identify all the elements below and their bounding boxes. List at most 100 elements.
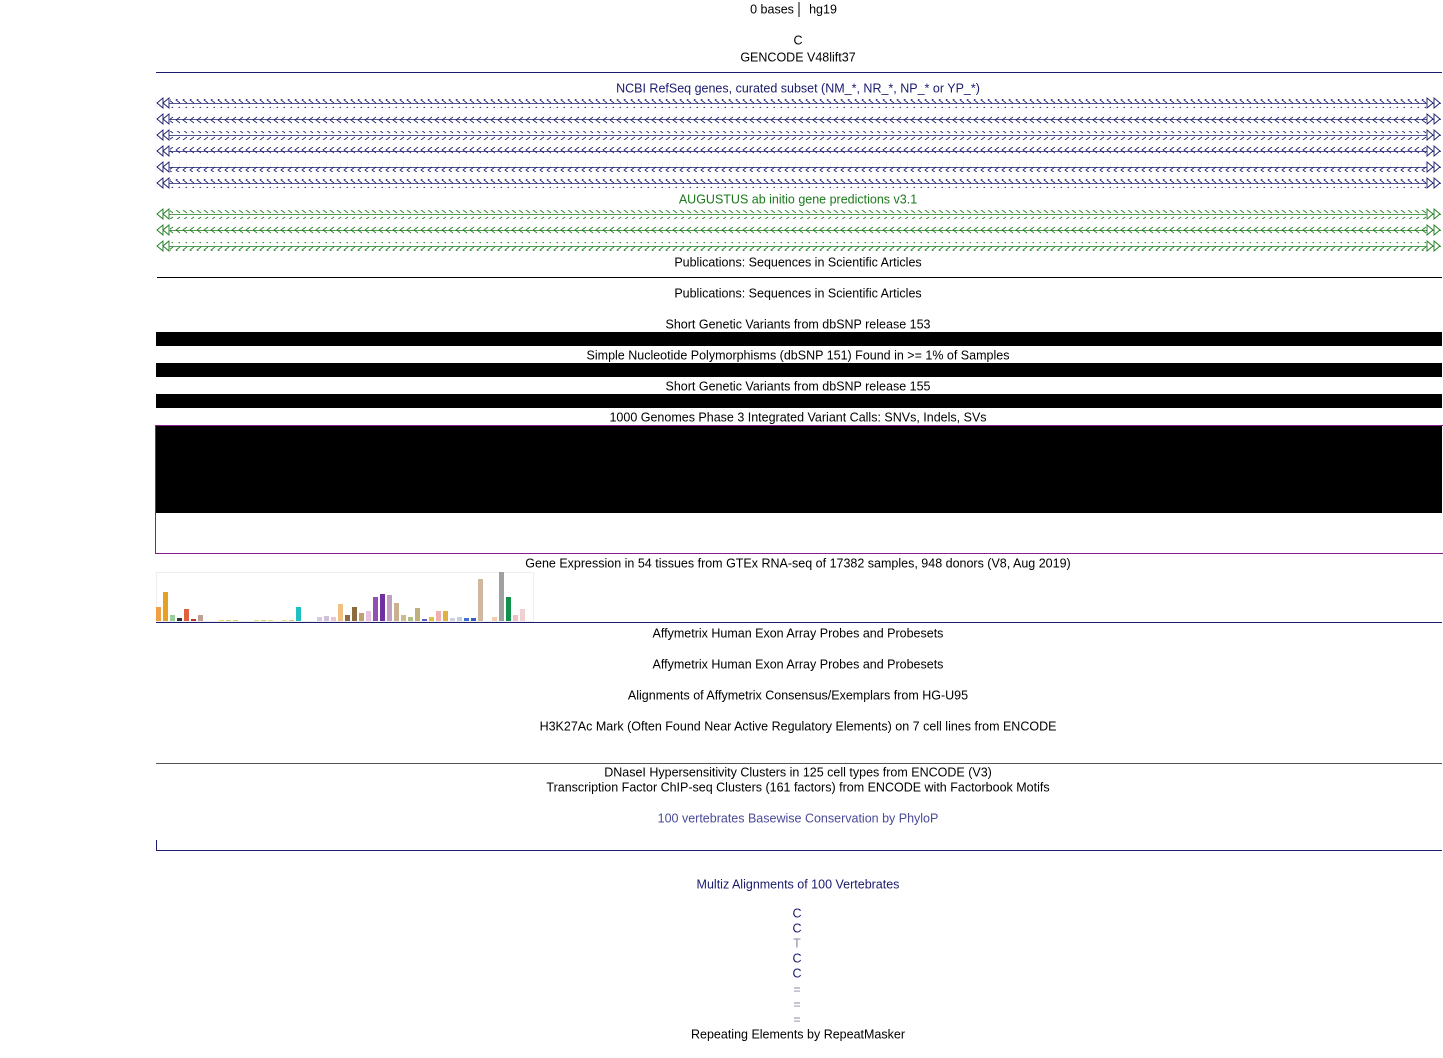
- gtex-bar: [324, 616, 329, 621]
- gene-arrows: [170, 210, 1426, 219]
- track-title: NCBI RefSeq genes, curated subset (NM_*,…: [616, 81, 980, 95]
- gtex-bar: [296, 607, 301, 621]
- track-title: Gene Expression in 54 tissues from GTEx …: [525, 556, 1070, 570]
- gtex-bar: [499, 572, 504, 621]
- track-title: Short Genetic Variants from dbSNP releas…: [666, 379, 931, 393]
- gtex-bar: [513, 615, 518, 621]
- gtex-bar: [373, 597, 378, 621]
- track-title: Alignments of Affymetrix Consensus/Exemp…: [628, 688, 968, 702]
- multiz-base: C: [792, 921, 801, 935]
- gtex-bar: [401, 615, 406, 621]
- gene-arrows: [170, 131, 1426, 140]
- gene-end: [156, 97, 164, 109]
- gene-end: [1433, 145, 1441, 157]
- gene-end: [1426, 161, 1434, 173]
- gtex-bar: [156, 607, 161, 621]
- gene-end: [1433, 208, 1441, 220]
- track-title: Short Genetic Variants from dbSNP releas…: [666, 317, 931, 331]
- gene-end: [1426, 224, 1434, 236]
- gene-arrows: [170, 179, 1426, 188]
- gene-end: [162, 113, 170, 125]
- gene-arrows: [170, 115, 1426, 124]
- gene-end: [162, 240, 170, 252]
- multiz-base: =: [793, 1012, 800, 1026]
- variant-calls: [156, 426, 1442, 513]
- gtex-bar: [443, 611, 448, 621]
- gtex-bar: [226, 620, 231, 621]
- gtex-bar: [422, 619, 427, 621]
- gtex-bar: [345, 615, 350, 621]
- gene-end: [162, 145, 170, 157]
- track-title: H3K27Ac Mark (Often Found Near Active Re…: [540, 719, 1057, 733]
- gene-end: [1433, 97, 1441, 109]
- gtex-bar: [233, 620, 238, 621]
- variant-bar: [156, 394, 1442, 408]
- gene-end: [162, 224, 170, 236]
- gtex-bar: [387, 595, 392, 621]
- gene-end: [156, 224, 164, 236]
- gtex-bar: [380, 594, 385, 621]
- multiz-base: =: [793, 982, 800, 996]
- track-title: AUGUSTUS ab initio gene predictions v3.1: [679, 192, 917, 206]
- multiz-base: C: [792, 951, 801, 965]
- gene-end: [1433, 177, 1441, 189]
- gtex-bar: [177, 618, 182, 621]
- gene-end: [156, 113, 164, 125]
- gene-end: [156, 208, 164, 220]
- gtex-bar: [331, 617, 336, 621]
- gene-end: [1433, 240, 1441, 252]
- track-title: Affymetrix Human Exon Array Probes and P…: [653, 657, 944, 671]
- gtex-bar: [198, 615, 203, 621]
- multiz-base: C: [792, 966, 801, 980]
- gene-end: [156, 161, 164, 173]
- gene-end: [156, 240, 164, 252]
- gene-end: [162, 97, 170, 109]
- gene-end: [162, 177, 170, 189]
- gtex-bar: [289, 620, 294, 621]
- gtex-bar: [415, 608, 420, 621]
- gtex-bars: [156, 572, 525, 621]
- gtex-bar: [394, 603, 399, 621]
- gene-end: [1426, 208, 1434, 220]
- gene-arrows: [170, 163, 1426, 172]
- gtex-bar: [219, 620, 224, 621]
- track-title: Multiz Alignments of 100 Vertebrates: [697, 877, 900, 891]
- track-title: Affymetrix Human Exon Array Probes and P…: [653, 626, 944, 640]
- base: C: [793, 33, 802, 47]
- gtex-bar: [464, 618, 469, 621]
- gtex-frame: [156, 572, 534, 622]
- gene-end: [1426, 240, 1434, 252]
- track-title: Transcription Factor ChIP-seq Clusters (…: [546, 780, 1049, 794]
- gene-end: [1433, 113, 1441, 125]
- scale-label: 0 bases: [750, 2, 794, 16]
- gtex-bar: [254, 620, 259, 621]
- track-title: Publications: Sequences in Scientific Ar…: [674, 255, 921, 269]
- gene-end: [1426, 113, 1434, 125]
- gtex-bar: [478, 579, 483, 621]
- gtex-bar: [429, 617, 434, 621]
- track-title: 100 vertebrates Basewise Conservation by…: [658, 811, 939, 825]
- gtex-bar: [163, 592, 168, 621]
- gtex-bar: [261, 620, 266, 621]
- multiz-base: =: [793, 997, 800, 1011]
- gene-arrows: [170, 226, 1426, 235]
- gtex-bar: [450, 618, 455, 621]
- gene-end: [1426, 177, 1434, 189]
- gene-end: [162, 161, 170, 173]
- gene-end: [156, 145, 164, 157]
- gene-end: [162, 129, 170, 141]
- gtex-bar: [457, 617, 462, 621]
- multiz-base: C: [792, 906, 801, 920]
- gene-end: [162, 208, 170, 220]
- gtex-bar: [268, 620, 273, 621]
- gene-end: [1433, 161, 1441, 173]
- track-title: GENCODE V48lift37: [740, 50, 855, 64]
- gtex-bar: [471, 618, 476, 621]
- gtex-bar: [366, 611, 371, 621]
- gtex-bar: [436, 611, 441, 621]
- gtex-bar: [506, 597, 511, 621]
- gtex-bar: [317, 617, 322, 621]
